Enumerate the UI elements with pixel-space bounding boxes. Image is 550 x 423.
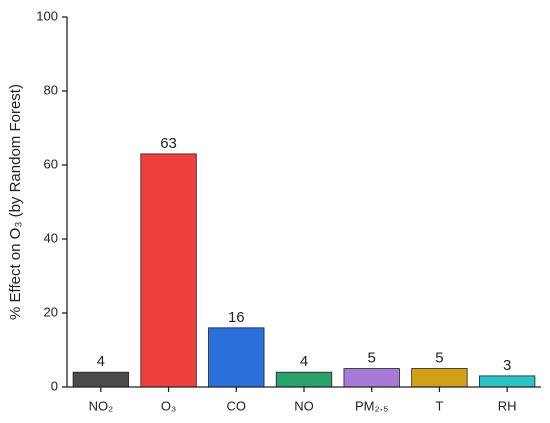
data-label: 5 (435, 349, 443, 366)
bar (140, 153, 197, 388)
y-tick-label: 60 (44, 156, 58, 171)
x-tick-label: NO (294, 398, 314, 413)
bar (343, 368, 400, 388)
x-tick-label: T (435, 398, 443, 413)
y-tick-label: 20 (44, 304, 58, 319)
x-tick-label: NO₂ (89, 398, 114, 413)
bar (275, 371, 333, 388)
y-axis-label: % Effect on O₃ (by Random Forest) (7, 84, 24, 320)
data-label: 4 (97, 353, 105, 370)
y-tick-label: 100 (36, 8, 58, 23)
data-label: 4 (300, 353, 308, 370)
data-label: 3 (503, 357, 511, 374)
y-tick-label: 40 (44, 230, 58, 245)
x-tick-label: PM₂.₅ (355, 398, 388, 413)
y-tick-label: 80 (44, 82, 58, 97)
data-label: 63 (160, 135, 177, 152)
x-tick-label: RH (498, 398, 517, 413)
bar (208, 327, 265, 388)
y-tick-label: 0 (51, 378, 58, 393)
data-label: 16 (228, 309, 245, 326)
bar (478, 375, 536, 388)
data-label: 5 (368, 349, 376, 366)
x-tick-label: CO (227, 398, 247, 413)
x-tick-label: O₃ (161, 398, 176, 413)
bar (411, 368, 468, 388)
bar (72, 371, 130, 388)
